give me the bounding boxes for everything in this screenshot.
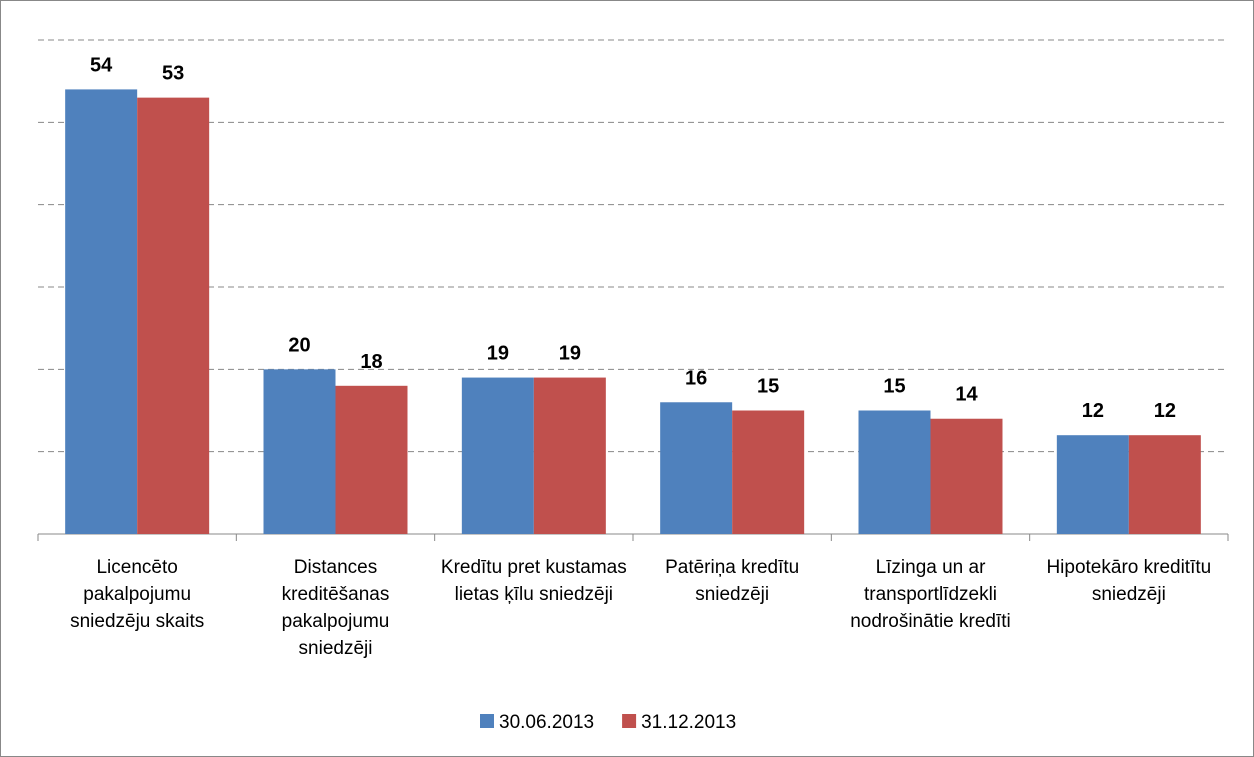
data-label: 15	[757, 376, 779, 398]
bar	[65, 89, 138, 535]
x-tick-label: Patēriņa kredītu sniedzēji	[665, 557, 800, 605]
bar	[1056, 435, 1129, 534]
x-tick-label: Distances kreditēšanas pakalpojumu snied…	[281, 557, 390, 659]
data-label: 16	[685, 367, 707, 389]
data-label: 54	[90, 54, 113, 76]
legend-swatch	[480, 714, 494, 728]
data-label: 14	[955, 384, 978, 406]
legend-label: 31.12.2013	[641, 712, 736, 733]
bar	[1128, 435, 1201, 534]
bar	[335, 385, 408, 534]
x-tick-label: Hipotekāro kreditītu sniedzēji	[1046, 557, 1212, 605]
x-tick-label: Licencēto pakalpojumu sniedzēju skaits	[70, 557, 205, 632]
bar	[732, 410, 805, 534]
data-label: 53	[162, 63, 184, 85]
data-label: 18	[360, 351, 382, 373]
data-label: 20	[288, 334, 310, 356]
bar	[858, 410, 931, 534]
data-label: 19	[487, 343, 509, 365]
data-label: 15	[883, 376, 905, 398]
data-label: 19	[559, 343, 581, 365]
bar	[930, 418, 1003, 534]
bar	[660, 402, 733, 534]
x-tick-label: Kredītu pret kustamas lietas ķīlu sniedz…	[440, 557, 627, 605]
bar	[533, 377, 606, 534]
legend-swatch	[622, 714, 637, 728]
data-label: 12	[1154, 400, 1176, 422]
data-label: 12	[1082, 400, 1104, 422]
bar	[461, 377, 534, 534]
legend-label: 30.06.2013	[499, 712, 594, 733]
x-tick-label: Līzinga un ar transportlīdzekli nodrošin…	[850, 557, 1011, 632]
bar	[137, 97, 210, 534]
bar	[263, 369, 336, 534]
